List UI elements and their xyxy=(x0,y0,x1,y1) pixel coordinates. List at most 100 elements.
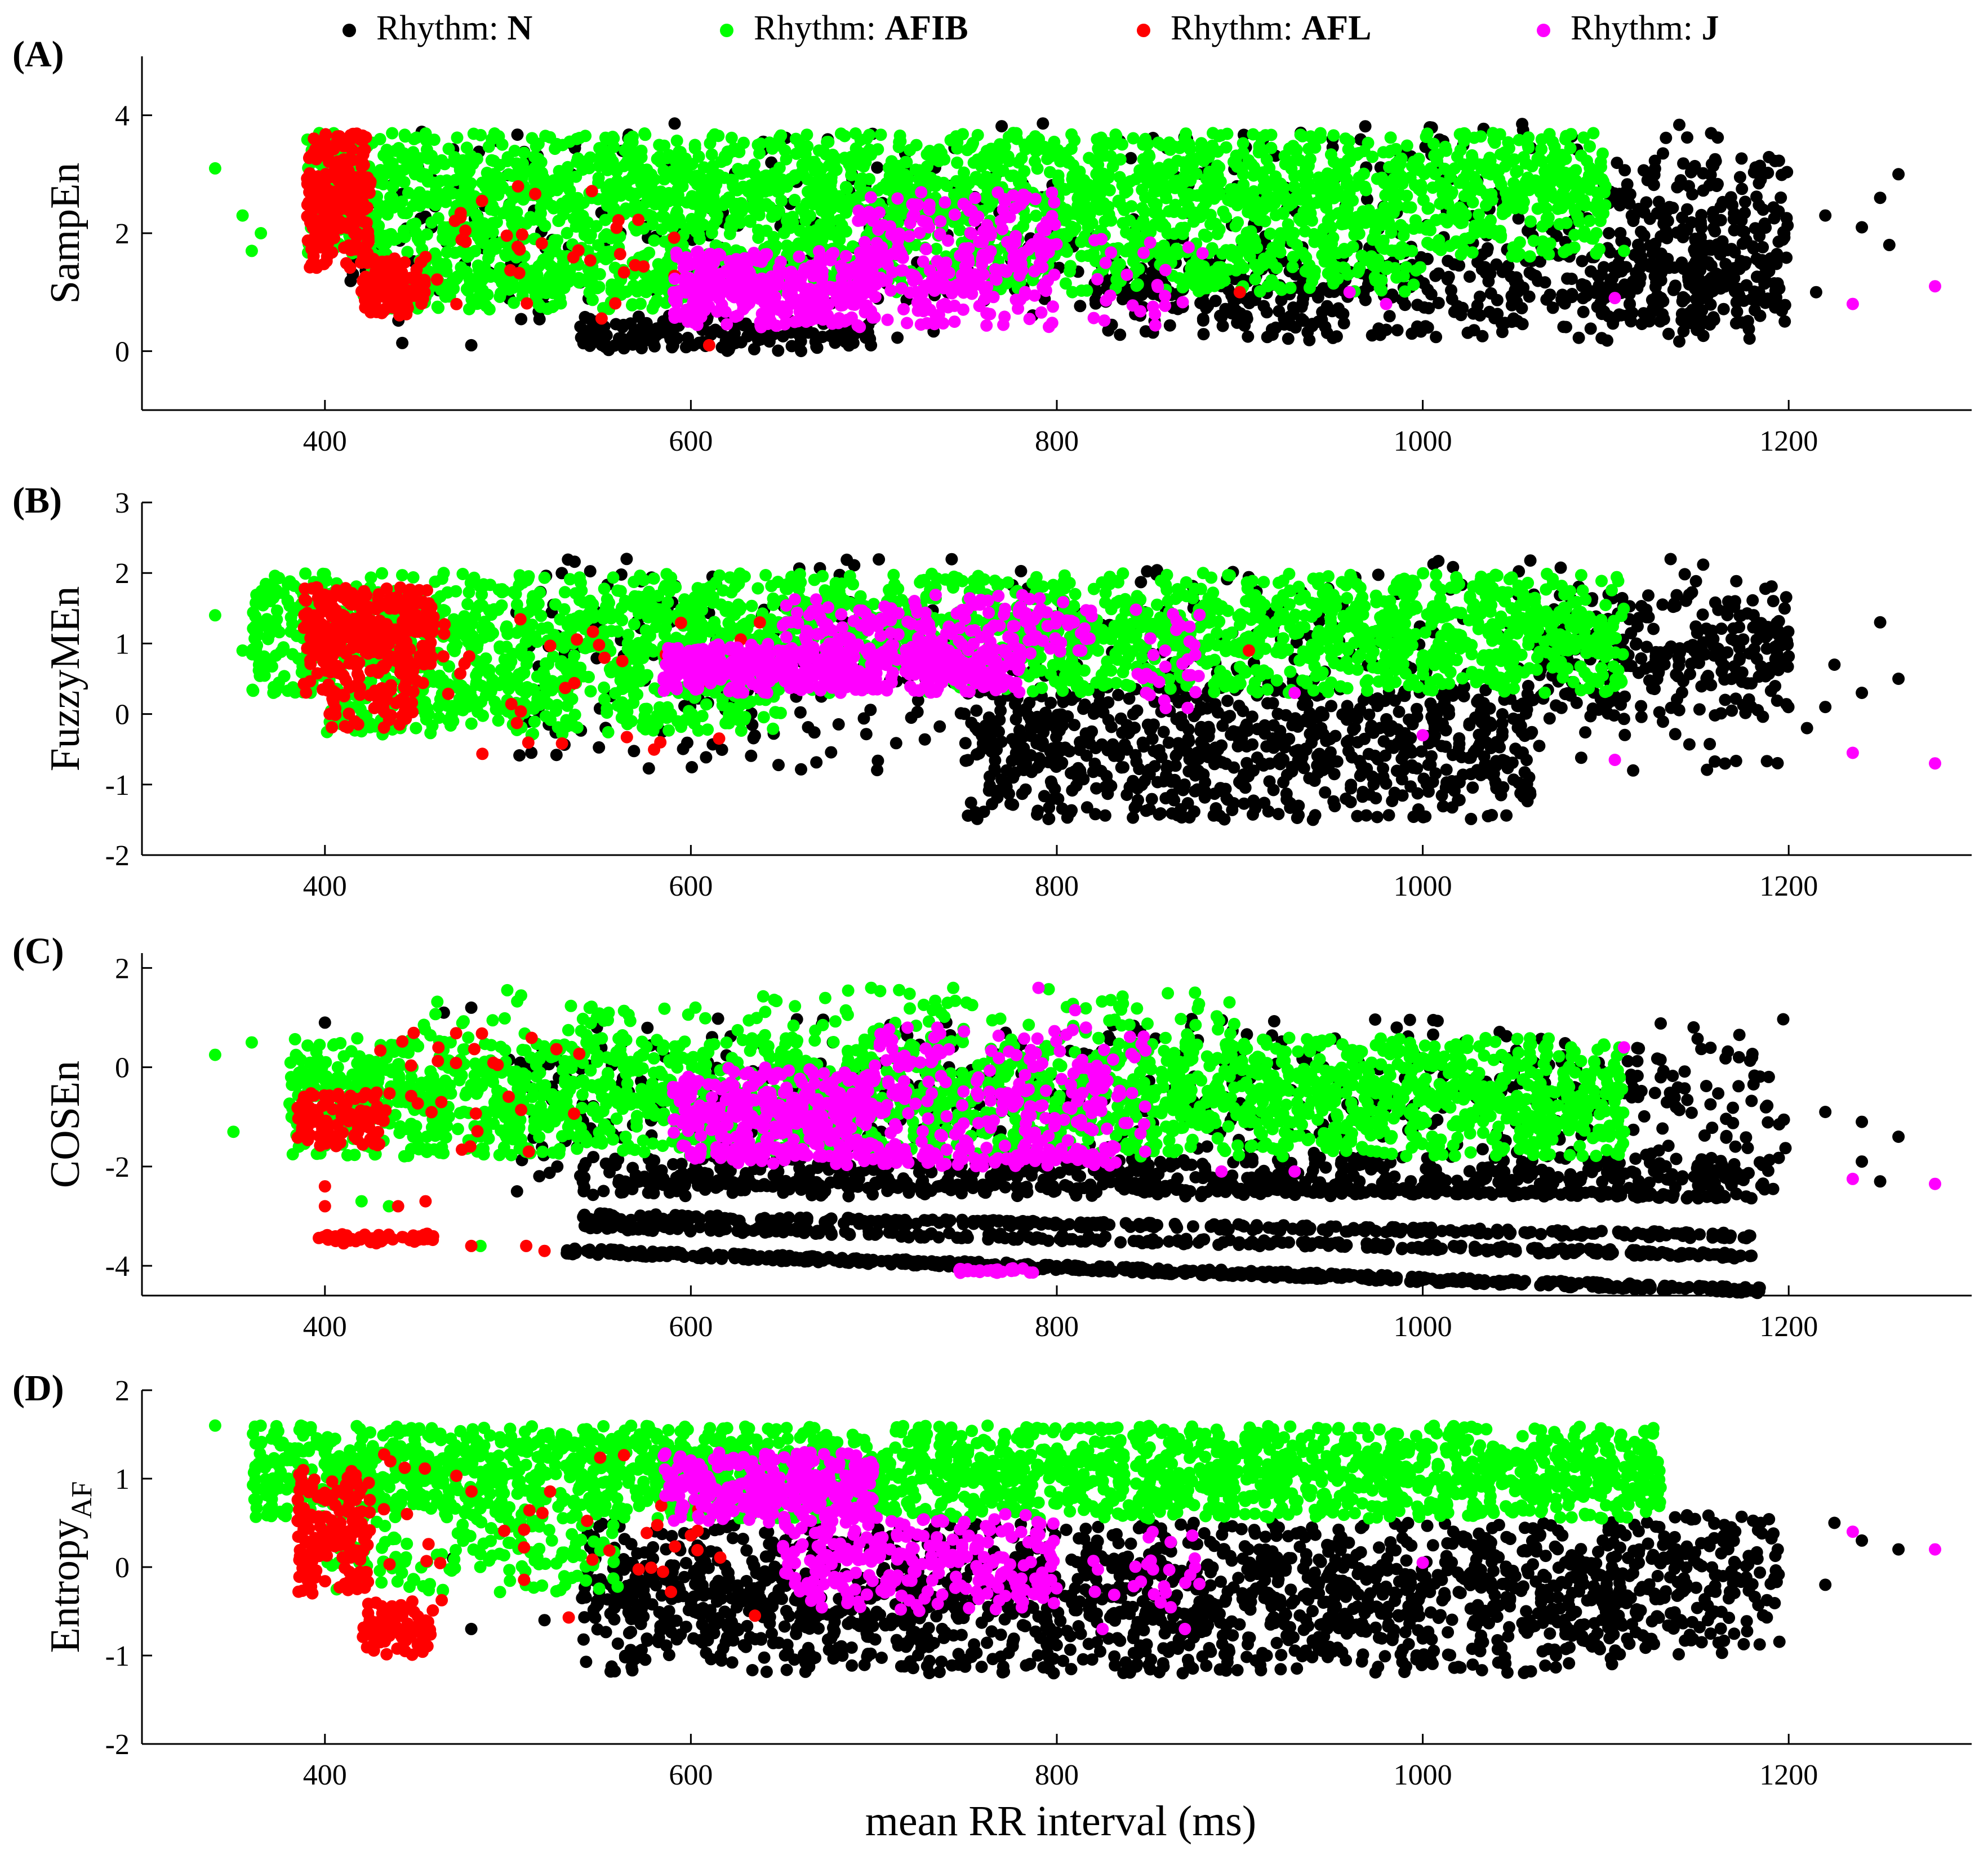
data-point xyxy=(1394,158,1407,171)
data-point xyxy=(450,297,463,310)
data-point xyxy=(1463,270,1476,283)
data-point xyxy=(1222,263,1235,276)
data-point xyxy=(1677,157,1690,170)
data-point xyxy=(1756,203,1769,216)
data-point xyxy=(1399,299,1412,312)
data-point xyxy=(841,313,854,326)
data-point xyxy=(1077,198,1090,211)
data-point xyxy=(708,128,721,141)
data-point xyxy=(871,143,884,156)
data-point xyxy=(1738,195,1751,208)
data-point xyxy=(697,173,710,186)
data-point xyxy=(1483,152,1496,164)
data-point xyxy=(361,179,373,192)
data-point xyxy=(1311,291,1324,304)
data-point xyxy=(833,190,846,203)
data-point xyxy=(499,248,512,261)
data-point xyxy=(1282,332,1295,345)
data-point xyxy=(551,184,563,197)
data-point xyxy=(486,226,499,239)
data-point xyxy=(1290,152,1303,165)
data-point xyxy=(1525,181,1538,194)
data-point xyxy=(733,145,746,158)
data-point xyxy=(1537,193,1550,206)
data-point xyxy=(444,235,457,248)
data-point xyxy=(511,128,524,141)
data-point xyxy=(208,162,221,175)
data-point xyxy=(760,182,773,194)
data-point xyxy=(612,282,625,295)
data-point xyxy=(461,284,474,297)
data-point xyxy=(1751,253,1763,266)
data-point xyxy=(1163,158,1176,171)
data-point xyxy=(1473,219,1486,232)
data-point xyxy=(1104,150,1117,163)
data-point xyxy=(1075,185,1088,198)
data-point xyxy=(793,250,806,263)
data-point xyxy=(1116,138,1128,151)
data-point xyxy=(1485,188,1498,201)
data-point xyxy=(679,341,692,354)
data-point xyxy=(891,331,904,344)
data-point xyxy=(632,310,645,323)
data-point xyxy=(856,148,869,160)
data-point xyxy=(1359,184,1372,197)
data-point xyxy=(815,218,827,231)
data-point xyxy=(573,276,585,289)
data-point xyxy=(1809,286,1822,299)
data-point xyxy=(1655,204,1667,217)
legend-marker-afl xyxy=(1137,24,1150,37)
data-point xyxy=(772,344,785,357)
data-point xyxy=(563,184,576,197)
data-point xyxy=(357,134,370,146)
data-point xyxy=(410,226,422,239)
data-point xyxy=(1686,188,1699,201)
data-point xyxy=(1647,179,1660,192)
data-point xyxy=(1661,215,1674,228)
data-point xyxy=(1242,188,1255,201)
data-point xyxy=(796,158,809,171)
data-point xyxy=(1260,153,1273,166)
data-point xyxy=(1444,170,1457,183)
data-point xyxy=(1733,171,1746,184)
data-point xyxy=(1406,159,1418,172)
data-point xyxy=(528,150,541,163)
data-point xyxy=(1124,152,1137,164)
data-point xyxy=(1197,312,1209,325)
legend-label-afl: Rhythm: AFL xyxy=(1171,9,1372,47)
data-point xyxy=(1515,302,1528,315)
data-point xyxy=(1697,167,1710,180)
data-point xyxy=(1188,215,1200,228)
data-point xyxy=(401,246,414,259)
data-point xyxy=(1466,246,1479,259)
data-point xyxy=(874,128,887,141)
data-point xyxy=(1360,253,1373,266)
data-point xyxy=(1421,127,1434,140)
data-point xyxy=(1482,275,1495,288)
data-point xyxy=(1467,324,1480,337)
data-point xyxy=(726,176,739,189)
data-point xyxy=(1598,261,1610,274)
data-point xyxy=(612,332,625,345)
data-point xyxy=(340,257,353,270)
data-point xyxy=(1819,209,1832,222)
data-point xyxy=(599,253,612,265)
data-point xyxy=(1420,223,1433,236)
data-point xyxy=(1113,194,1126,207)
data-point xyxy=(1490,228,1503,241)
data-point xyxy=(1595,332,1608,345)
data-point xyxy=(781,239,793,252)
data-point xyxy=(966,139,979,152)
data-point xyxy=(1295,215,1307,228)
data-point xyxy=(1208,192,1221,205)
data-point xyxy=(1017,220,1030,233)
data-point xyxy=(1568,204,1581,217)
data-point xyxy=(508,296,521,309)
data-point xyxy=(408,153,421,166)
data-point xyxy=(1191,152,1204,164)
data-point xyxy=(360,216,373,229)
data-point xyxy=(475,194,488,207)
data-point xyxy=(555,197,568,210)
data-point xyxy=(439,290,452,303)
